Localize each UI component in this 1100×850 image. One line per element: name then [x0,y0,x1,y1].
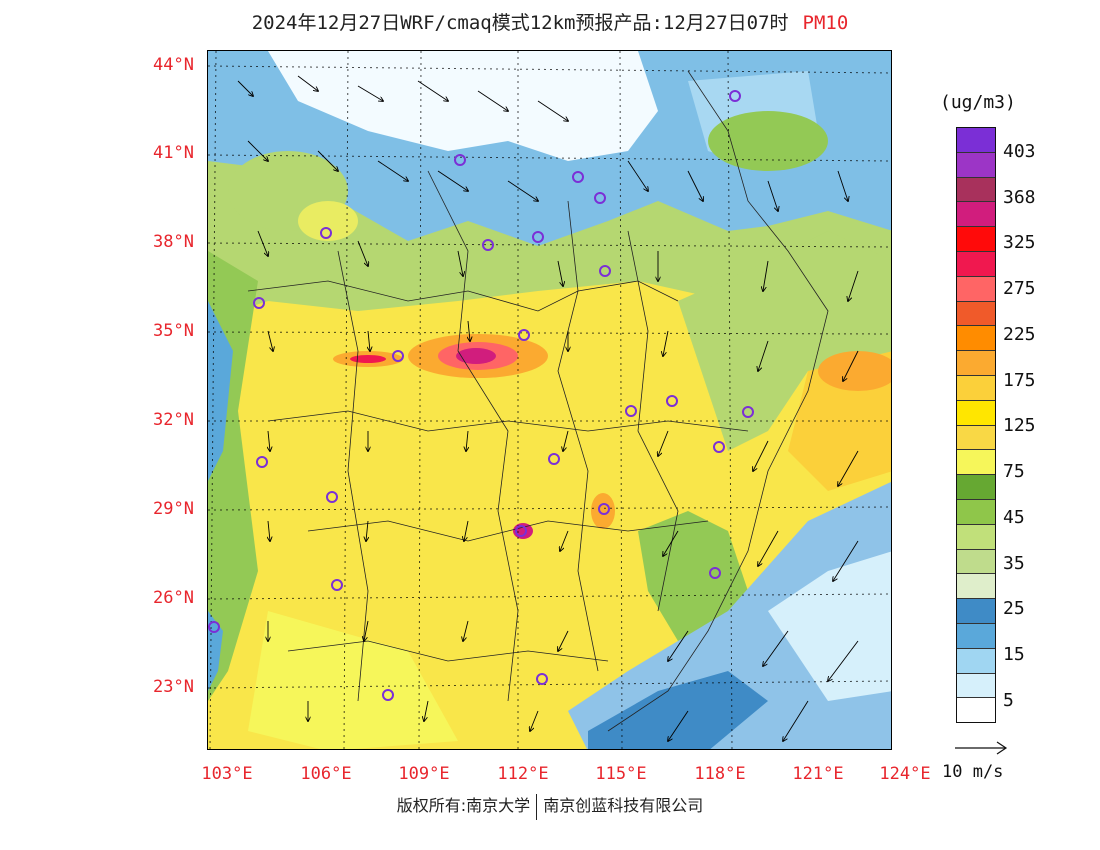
chart-title: 2024年12月27日WRF/cmaq模式12km预报产品:12月27日07时 P… [0,8,1100,35]
legend-swatch [957,648,995,674]
lat-label-32: 32°N [153,410,194,430]
lon-label-118: 118°E [694,764,746,784]
east-green [678,231,891,451]
wind-reference-arrow [955,741,1008,755]
legend-label-75: 75 [1003,461,1025,482]
legend-label-175: 175 [1003,370,1036,391]
lon-label-106: 106°E [300,764,352,784]
legend-label-325: 325 [1003,232,1036,253]
legend-swatch [957,673,995,699]
lon-label-103: 103°E [201,764,253,784]
legend-swatch [957,450,995,476]
legend-label-275: 275 [1003,278,1036,299]
legend-swatch [957,623,995,649]
color-legend [956,127,996,723]
legend-swatch [957,326,995,352]
lat-label-23: 23°N [153,677,194,697]
legend-label-368: 368 [1003,187,1036,208]
lat-label-26: 26°N [153,588,194,608]
legend-label-15: 15 [1003,644,1025,665]
legend-swatch [957,425,995,451]
legend-swatch [957,227,995,252]
city-markers [208,90,754,701]
lon-label-115: 115°E [595,764,647,784]
graticule [208,51,891,749]
copyright-footer: 版权所有:南京大学 南京创蓝科技有限公司 [0,792,1100,820]
legend-swatch [957,177,995,203]
sea-clean-zone [568,481,891,749]
legend-swatch [957,301,995,327]
legend-swatch [957,475,995,500]
legend-units: (ug/m3) [940,92,1016,113]
legend-swatch [957,599,995,624]
boundaries [247,70,829,732]
wind-vectors [237,75,859,741]
legend-swatch [957,128,995,153]
lat-label-41: 41°N [153,143,194,163]
legend-label-125: 125 [1003,415,1036,436]
legend-swatch [957,202,995,228]
legend-swatch [957,375,995,401]
legend-swatch [957,549,995,575]
legend-label-403: 403 [1003,141,1036,162]
lat-label-29: 29°N [153,499,194,519]
legend-swatch [957,574,995,600]
legend-label-35: 35 [1003,553,1025,574]
legend-swatch [957,698,995,723]
copyright-company: 南京创蓝科技有限公司 [543,796,704,815]
legend-swatch [957,276,995,302]
legend-label-45: 45 [1003,507,1025,528]
legend-swatch [957,152,995,178]
footer-divider [536,793,538,820]
map-canvas [208,51,891,749]
copyright-owner: 版权所有:南京大学 [396,796,531,815]
variable-label: PM10 [802,12,849,34]
lat-label-38: 38°N [153,232,194,252]
legend-label-225: 225 [1003,324,1036,345]
lon-label-112: 112°E [497,764,549,784]
lat-label-44: 44°N [153,55,194,75]
legend-swatch [957,351,995,376]
lon-label-109: 109°E [398,764,450,784]
legend-swatch [957,524,995,550]
lat-label-35: 35°N [153,321,194,341]
lon-label-124: 124°E [879,764,931,784]
wind-reference-label: 10 m/s [942,762,1004,782]
legend-swatch [957,499,995,525]
forecast-map[interactable] [207,50,892,750]
legend-swatch [957,400,995,426]
lon-label-121: 121°E [792,764,844,784]
title-text: 2024年12月27日WRF/cmaq模式12km预报产品:12月27日07时 [251,12,789,34]
white-zone-north [268,51,658,161]
legend-label-5: 5 [1003,690,1014,711]
legend-label-25: 25 [1003,598,1025,619]
legend-swatch [957,251,995,277]
